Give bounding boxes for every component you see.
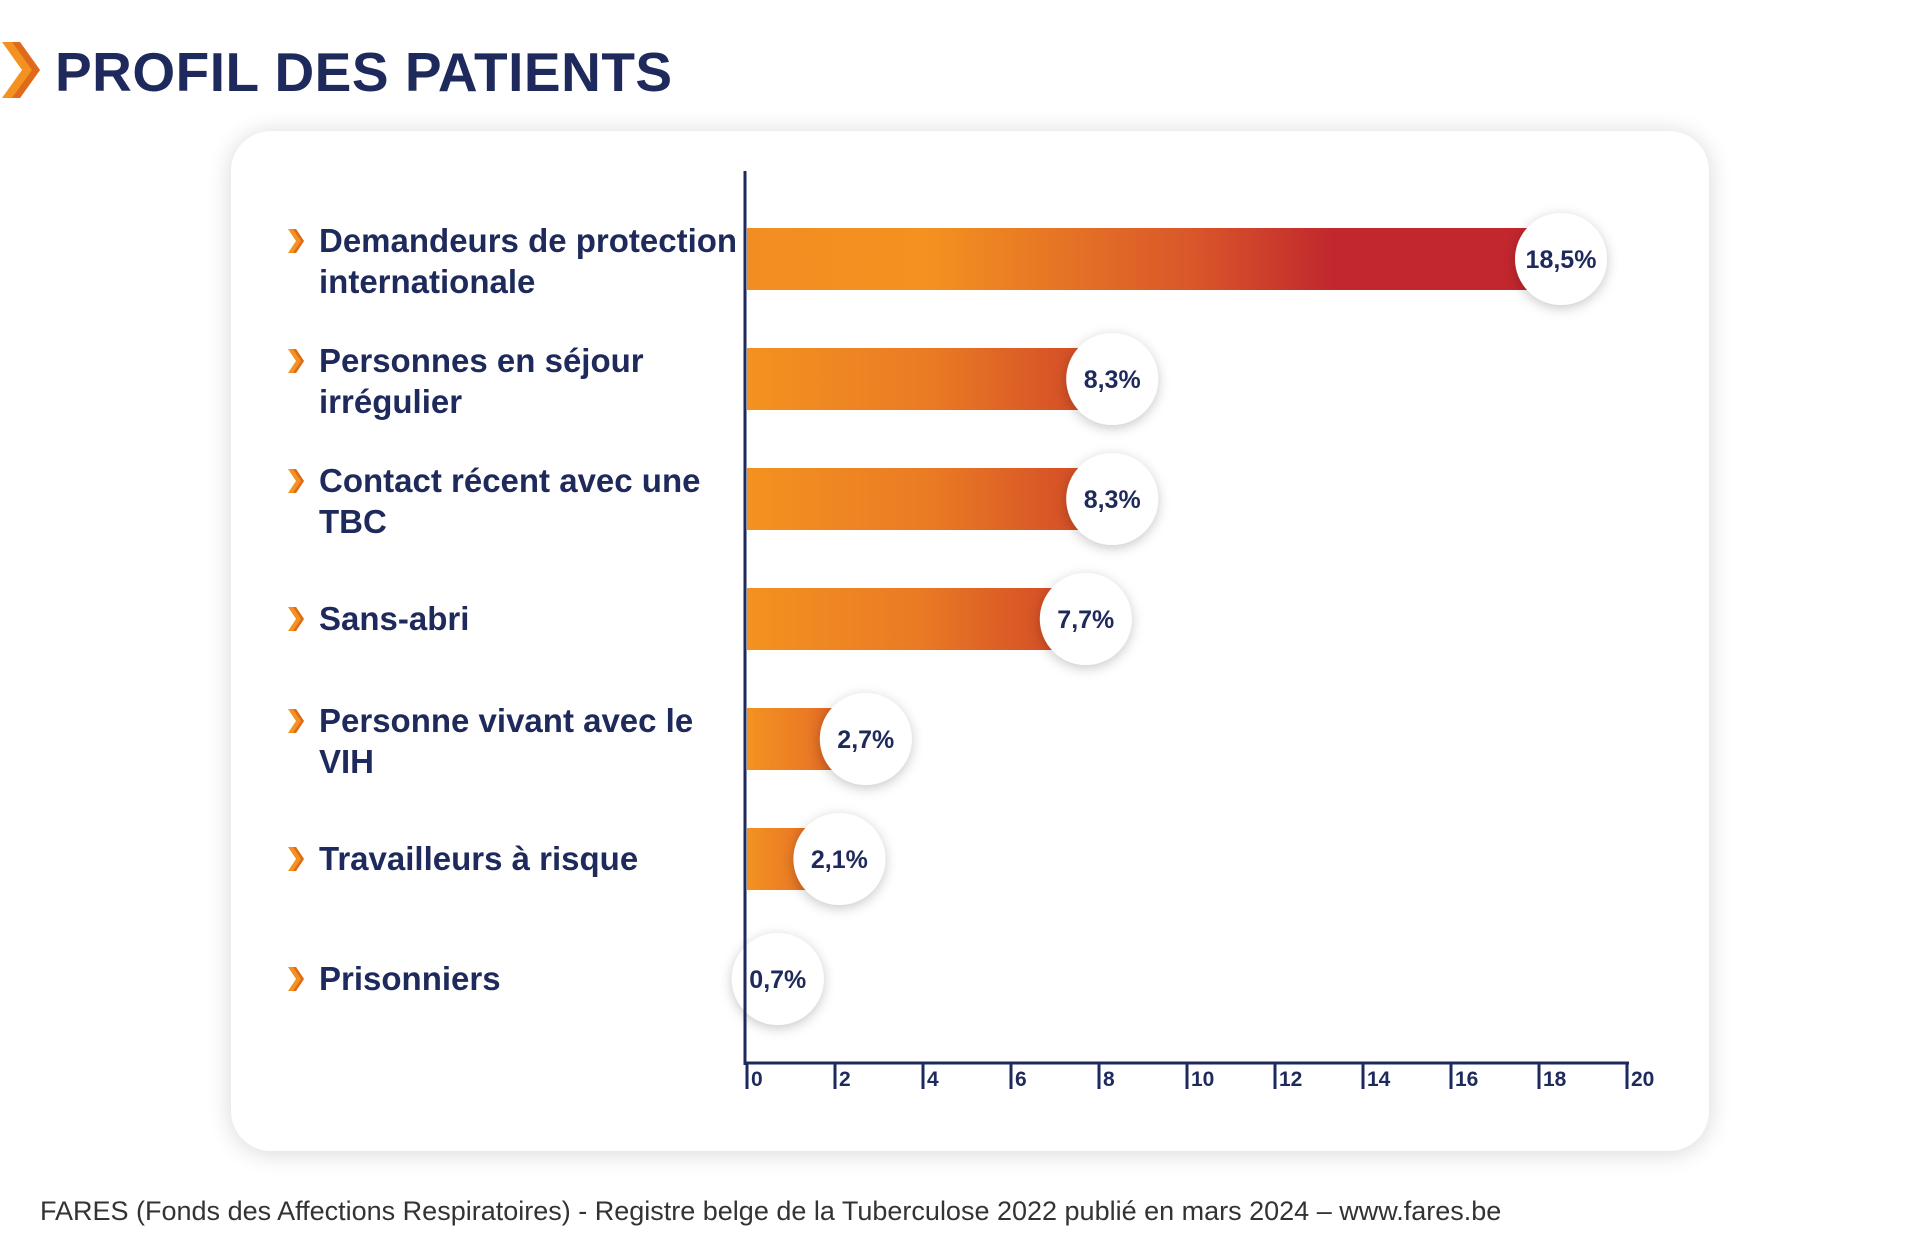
title-arrow-icon bbox=[2, 42, 40, 98]
chevron-right-icon bbox=[288, 607, 304, 631]
x-tick-label: 20 bbox=[1631, 1068, 1654, 1091]
category-label-text: Personnes en séjour irrégulier bbox=[319, 342, 644, 420]
chevron-right-icon bbox=[288, 847, 304, 871]
category-label: Sans-abri bbox=[287, 598, 757, 639]
data-label-bubble bbox=[1515, 213, 1607, 305]
chevron-right-icon bbox=[288, 967, 304, 991]
source-note: FARES (Fonds des Affections Respiratoire… bbox=[40, 1196, 1502, 1226]
x-tick-label: 12 bbox=[1279, 1068, 1302, 1091]
category-label: Demandeurs de protection internationale bbox=[287, 220, 757, 302]
category-label: Prisonniers bbox=[287, 958, 757, 999]
bar bbox=[747, 228, 1561, 290]
chart-card: Demandeurs de protection internationale P… bbox=[231, 131, 1709, 1151]
chevron-right-icon bbox=[288, 349, 304, 373]
x-tick-label: 14 bbox=[1367, 1068, 1391, 1091]
category-label-text: Contact récent avec une TBC bbox=[319, 462, 701, 540]
bar bbox=[747, 348, 1113, 410]
x-tick-label: 18 bbox=[1543, 1068, 1567, 1091]
x-tick-label: 10 bbox=[1191, 1068, 1214, 1091]
bar bbox=[747, 468, 1113, 530]
chevron-right-icon bbox=[288, 229, 304, 253]
data-label-bubble bbox=[793, 813, 886, 905]
category-label-text: Prisonniers bbox=[319, 960, 501, 997]
chevron-right-icon bbox=[288, 709, 304, 733]
x-tick-label: 16 bbox=[1455, 1068, 1478, 1091]
chevron-right-icon bbox=[288, 469, 304, 493]
x-tick-label: 8 bbox=[1103, 1068, 1115, 1091]
data-label: 0,7% bbox=[749, 966, 806, 994]
category-label: Contact récent avec une TBC bbox=[287, 460, 757, 542]
data-label-bubble bbox=[1066, 453, 1159, 545]
x-tick-label: 6 bbox=[1015, 1068, 1027, 1091]
data-label: 7,7% bbox=[1057, 606, 1114, 634]
category-label-text: Personne vivant avec le VIH bbox=[319, 702, 694, 780]
x-tick-label: 4 bbox=[927, 1068, 939, 1091]
data-label-bubble bbox=[1039, 573, 1132, 665]
page-title: PROFIL DES PATIENTS bbox=[55, 41, 673, 103]
data-label: 8,3% bbox=[1084, 366, 1141, 394]
data-label: 18,5% bbox=[1526, 246, 1597, 274]
data-label: 2,1% bbox=[811, 846, 868, 874]
x-tick-label: 0 bbox=[751, 1068, 763, 1091]
category-label-text: Travailleurs à risque bbox=[319, 840, 639, 877]
x-tick-label: 2 bbox=[839, 1068, 851, 1091]
bar bbox=[747, 588, 1086, 650]
data-label-bubble bbox=[1066, 333, 1159, 425]
category-label: Personne vivant avec le VIH bbox=[287, 700, 757, 782]
category-label-text: Sans-abri bbox=[319, 600, 470, 637]
data-label: 8,3% bbox=[1084, 486, 1141, 514]
bar-chart: 18,5% 8,3% 8,3% 7,7% 2,7% 2,1% 0,7% 0 2 4 6 8 10 12 14… bbox=[731, 171, 1654, 1091]
category-label: Travailleurs à risque bbox=[287, 838, 757, 879]
category-label: Personnes en séjour irrégulier bbox=[287, 340, 757, 422]
data-label: 2,7% bbox=[837, 726, 894, 754]
data-label-bubble bbox=[819, 693, 912, 785]
category-label-text: Demandeurs de protection internationale bbox=[319, 222, 738, 300]
data-label-bubble bbox=[731, 933, 824, 1025]
